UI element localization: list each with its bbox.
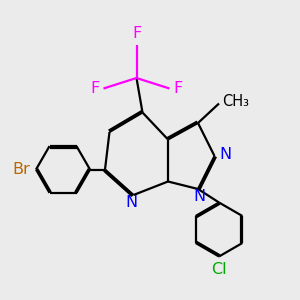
Text: F: F: [91, 81, 100, 96]
Text: CH₃: CH₃: [223, 94, 250, 110]
Text: Br: Br: [13, 162, 31, 177]
Text: N: N: [219, 147, 231, 162]
Text: F: F: [173, 81, 182, 96]
Text: N: N: [194, 189, 206, 204]
Text: F: F: [132, 26, 141, 41]
Text: N: N: [125, 195, 137, 210]
Text: Cl: Cl: [211, 262, 227, 277]
